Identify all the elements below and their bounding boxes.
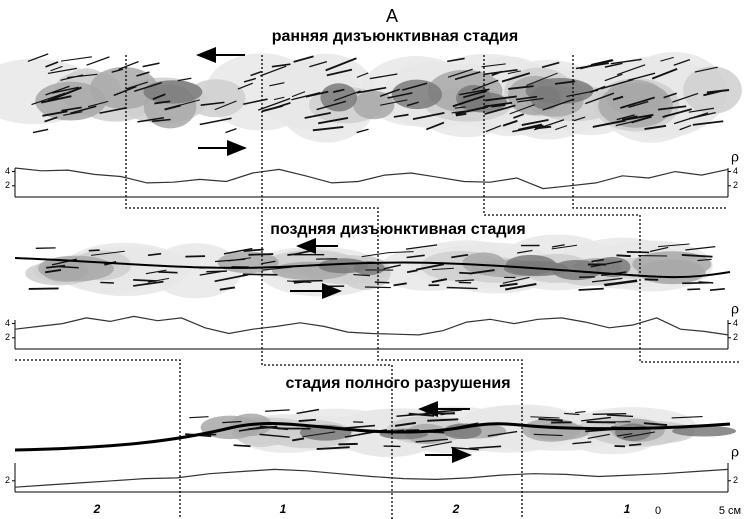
fracture: [87, 57, 110, 65]
fracture: [299, 420, 316, 421]
figure: А ранняя дизъюнктивная стадия поздняя ди…: [0, 0, 748, 519]
fracture: [687, 289, 700, 290]
rho-label: ρ: [731, 444, 739, 460]
fracture: [29, 288, 59, 289]
fracture: [234, 445, 251, 446]
zone-shade: [392, 80, 442, 109]
zone-shade: [683, 66, 742, 113]
fracture: [710, 289, 725, 290]
zone-label: 2: [93, 502, 101, 516]
fracture: [593, 414, 627, 415]
fracture: [206, 271, 227, 272]
fracture: [248, 254, 273, 255]
tick-label: 4: [5, 166, 10, 176]
fracture: [100, 282, 114, 283]
rho-label: ρ: [731, 149, 739, 165]
tick-label: 2: [733, 475, 738, 485]
fracture: [575, 412, 585, 413]
panel-title: стадия полного разрушения: [285, 375, 510, 392]
fracture: [627, 252, 649, 253]
panel-title: поздняя дизъюнктивная стадия: [270, 221, 525, 238]
figure-letter: А: [386, 6, 398, 26]
scale-end: 5 см: [719, 505, 741, 517]
profile-line: [15, 168, 728, 189]
fracture: [226, 129, 237, 133]
fracture: [338, 444, 357, 445]
zone-shade: [318, 258, 368, 273]
page: А ранняя дизъюнктивная стадия поздняя ди…: [0, 0, 748, 519]
fracture: [185, 256, 205, 257]
zone-label: 2: [452, 502, 460, 516]
fracture: [459, 273, 471, 274]
panel-title: ранняя дизъюнктивная стадия: [272, 28, 518, 45]
tick-label: 2: [5, 332, 10, 342]
tick-label: 2: [5, 180, 10, 190]
fracture: [375, 282, 390, 283]
zone-labels: 2 1 2 1: [93, 502, 631, 516]
zone-label: 1: [624, 502, 631, 516]
fracture: [682, 283, 709, 284]
fracture: [143, 63, 160, 66]
zone-shade: [615, 423, 651, 441]
profile-line: [15, 469, 728, 487]
fracture: [33, 129, 48, 132]
boundary: [15, 360, 180, 519]
rho-label: ρ: [731, 301, 739, 317]
zone-label: 1: [280, 502, 287, 516]
fracture: [61, 57, 92, 61]
zone-shade: [530, 86, 561, 109]
tick-label: 2: [733, 180, 738, 190]
deformation-zones: [0, 52, 742, 457]
fracture: [189, 417, 208, 418]
fracture: [89, 250, 100, 251]
tick-label: 4: [733, 166, 738, 176]
fracture: [158, 272, 177, 273]
tick-label: 4: [5, 318, 10, 328]
profile-line: [15, 316, 728, 335]
fracture: [133, 280, 156, 281]
tick-label: 2: [5, 475, 10, 485]
zone-shade: [353, 91, 394, 119]
fracture: [243, 274, 278, 275]
tick-label: 4: [733, 318, 738, 328]
fracture: [616, 255, 630, 256]
scale-start: 0: [655, 505, 661, 517]
fracture: [265, 410, 290, 411]
zone-shade: [143, 80, 202, 103]
tick-label: 2: [733, 332, 738, 342]
fracture: [579, 289, 604, 290]
